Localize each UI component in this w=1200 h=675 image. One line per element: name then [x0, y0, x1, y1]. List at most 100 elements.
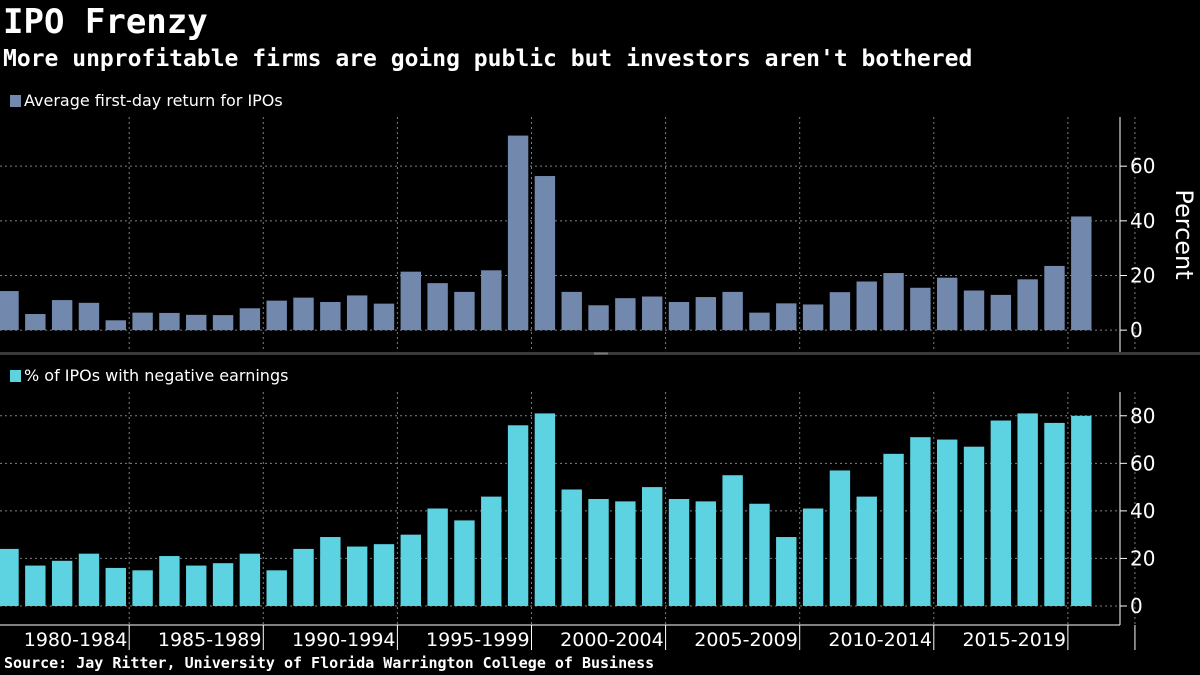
bar	[937, 277, 958, 331]
bar	[856, 496, 877, 606]
legend-label: Average first-day return for IPOs	[24, 91, 283, 110]
panel-resize-handle	[594, 352, 608, 355]
bar	[1017, 413, 1038, 606]
y-tick-label: 60	[1130, 154, 1155, 178]
bar	[373, 544, 395, 606]
bar	[454, 291, 475, 331]
bar	[963, 446, 985, 606]
legend-swatch	[10, 95, 21, 107]
bar	[722, 291, 743, 331]
bar	[829, 292, 851, 331]
bar	[239, 308, 261, 331]
x-tick-label: 2015-2019	[962, 629, 1066, 651]
bar	[641, 296, 663, 331]
chart-subtitle: More unprofitable firms are going public…	[3, 46, 973, 72]
bar	[186, 314, 207, 331]
panel-2: 0 20 40 60 80 % of IPOs with negative earning…	[0, 366, 1155, 625]
x-tick-label: 2005-2009	[694, 629, 798, 651]
bar	[293, 297, 314, 331]
bar	[400, 271, 421, 331]
bar	[668, 498, 690, 606]
bar	[910, 287, 931, 331]
bar	[937, 439, 958, 606]
bar	[373, 303, 395, 331]
bar	[1071, 415, 1092, 606]
bar	[454, 520, 475, 606]
source-note: Source: Jay Ritter, University of Florid…	[4, 654, 655, 672]
y-tick-label: 80	[1130, 404, 1155, 428]
bar	[132, 570, 153, 606]
y-tick-label: 20	[1130, 546, 1155, 570]
bar	[78, 302, 100, 331]
bar	[320, 537, 341, 606]
bar	[883, 453, 904, 606]
bar	[132, 312, 153, 331]
bar	[481, 270, 502, 331]
x-tick-label: 2010-2014	[828, 629, 932, 651]
bar	[588, 498, 609, 606]
bar	[910, 437, 931, 606]
legend-label: % of IPOs with negative earnings	[24, 366, 288, 385]
bar	[507, 135, 529, 331]
bar	[749, 503, 770, 606]
bar	[427, 508, 448, 606]
x-tick-label: 2000-2004	[560, 629, 664, 651]
x-tick-label: 1995-1999	[426, 629, 530, 651]
legend-swatch	[10, 370, 21, 382]
bar	[346, 295, 368, 331]
bar	[25, 565, 46, 606]
bar	[481, 496, 502, 606]
bar	[266, 300, 287, 331]
bar	[615, 298, 636, 331]
bar	[749, 312, 770, 331]
bar	[963, 290, 985, 331]
bar	[1017, 279, 1038, 331]
bar	[1071, 216, 1092, 331]
bar	[829, 470, 851, 606]
bar	[990, 294, 1012, 331]
bar	[776, 303, 797, 331]
bar	[534, 176, 556, 331]
bar	[427, 283, 448, 331]
bar	[507, 425, 529, 606]
bar	[641, 487, 663, 606]
bar	[615, 501, 636, 606]
bar	[293, 548, 314, 606]
bar	[51, 560, 73, 606]
bar	[802, 304, 824, 331]
bar	[534, 413, 556, 606]
bar	[883, 273, 904, 331]
y-tick-label: 40	[1130, 209, 1155, 233]
bar	[990, 420, 1012, 606]
y-tick-label: 40	[1130, 499, 1155, 523]
bar	[186, 565, 207, 606]
panel-1: 0 20 40 60 Average first-day return for IPOs…	[0, 91, 1198, 352]
bar	[722, 475, 743, 606]
bar	[0, 291, 19, 331]
bar	[159, 312, 180, 331]
bar	[856, 281, 877, 331]
bar	[159, 556, 180, 606]
y-tick-label: 60	[1130, 451, 1155, 475]
bar	[1044, 265, 1065, 331]
bar	[588, 305, 609, 331]
bar	[78, 553, 100, 606]
bar	[802, 508, 824, 606]
bar	[212, 563, 234, 606]
y-tick-label: 20	[1130, 263, 1155, 287]
bar	[400, 534, 421, 606]
bar	[346, 546, 368, 606]
bar	[561, 291, 582, 331]
bar	[320, 301, 341, 331]
bar	[695, 501, 717, 606]
x-tick-label: 1990-1994	[292, 629, 396, 651]
bar	[776, 537, 797, 606]
bar	[212, 315, 234, 331]
bar	[105, 567, 126, 606]
bar	[25, 314, 46, 331]
bar	[239, 553, 261, 606]
bar	[105, 320, 126, 331]
bar	[695, 297, 717, 331]
bar	[51, 300, 73, 331]
y-tick-label: 0	[1130, 318, 1143, 342]
